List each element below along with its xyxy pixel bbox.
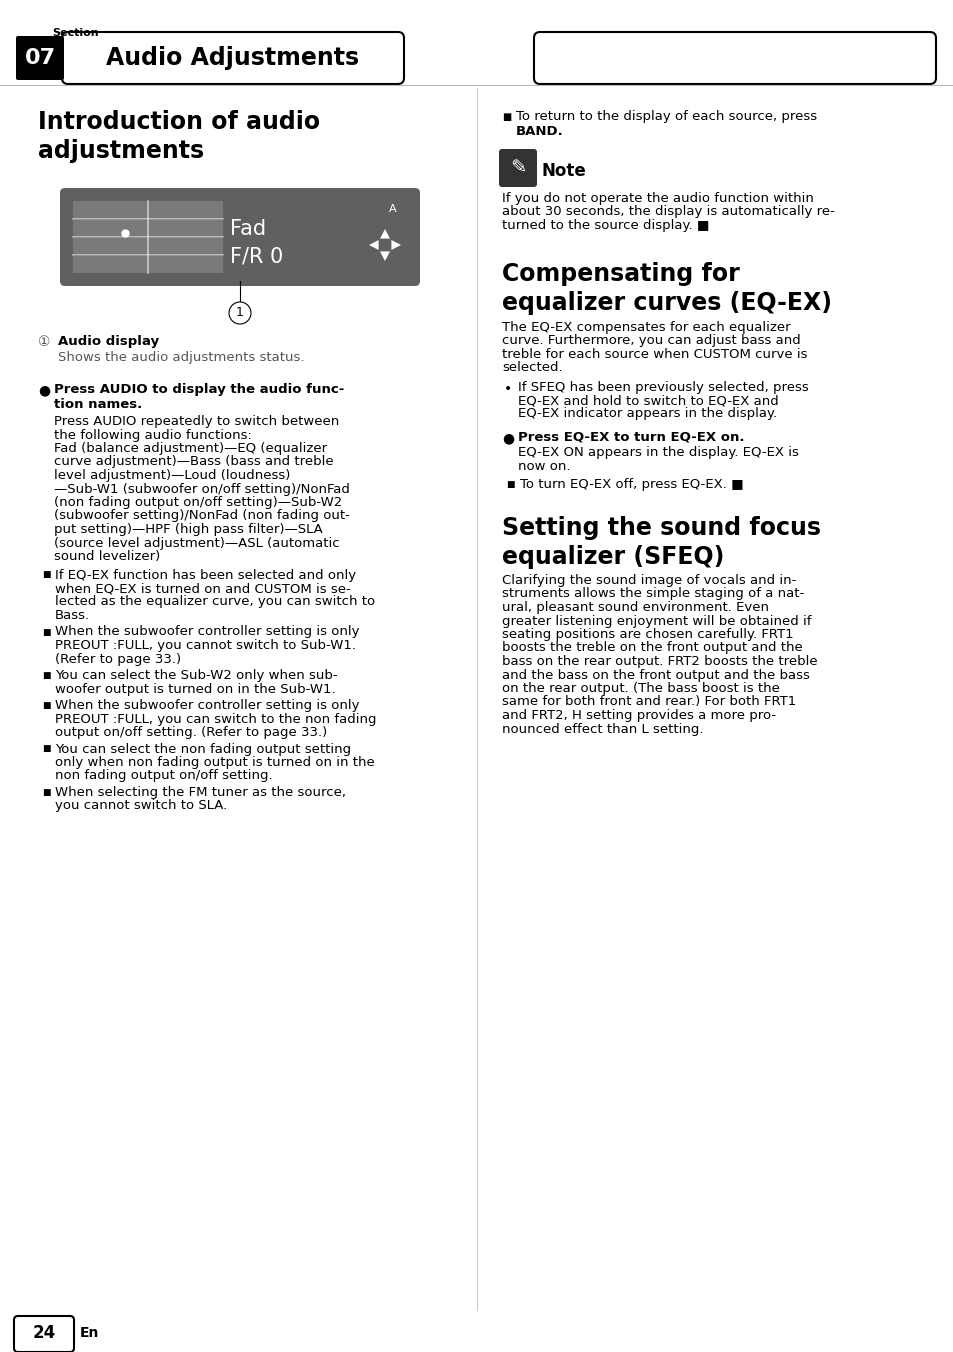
Text: When selecting the FM tuner as the source,: When selecting the FM tuner as the sourc… bbox=[55, 786, 346, 799]
Text: EQ-EX and hold to switch to EQ-EX and: EQ-EX and hold to switch to EQ-EX and bbox=[517, 393, 778, 407]
Text: Clarifying the sound image of vocals and in-: Clarifying the sound image of vocals and… bbox=[501, 575, 796, 587]
Text: BAND.: BAND. bbox=[516, 124, 563, 138]
Text: ■: ■ bbox=[505, 480, 514, 489]
Bar bbox=[73, 201, 223, 273]
Text: about 30 seconds, the display is automatically re-: about 30 seconds, the display is automat… bbox=[501, 206, 834, 219]
Text: —Sub-W1 (subwoofer on/off setting)/NonFad: —Sub-W1 (subwoofer on/off setting)/NonFa… bbox=[54, 483, 350, 495]
Text: output on/off setting. (Refer to page 33.): output on/off setting. (Refer to page 33… bbox=[55, 726, 327, 740]
FancyBboxPatch shape bbox=[62, 32, 403, 84]
Text: struments allows the simple staging of a nat-: struments allows the simple staging of a… bbox=[501, 588, 803, 600]
Text: Fad (balance adjustment)—EQ (equalizer: Fad (balance adjustment)—EQ (equalizer bbox=[54, 442, 327, 456]
Text: To return to the display of each source, press: To return to the display of each source,… bbox=[516, 110, 817, 123]
Text: If SFEQ has been previously selected, press: If SFEQ has been previously selected, pr… bbox=[517, 380, 808, 393]
Text: when EQ-EX is turned on and CUSTOM is se-: when EQ-EX is turned on and CUSTOM is se… bbox=[55, 581, 351, 595]
Text: 07: 07 bbox=[25, 49, 55, 68]
Text: seating positions are chosen carefully. FRT1: seating positions are chosen carefully. … bbox=[501, 627, 793, 641]
Text: ■: ■ bbox=[42, 571, 51, 580]
Text: (subwoofer setting)/NonFad (non fading out-: (subwoofer setting)/NonFad (non fading o… bbox=[54, 510, 350, 522]
Text: Press EQ-EX to turn EQ-EX on.: Press EQ-EX to turn EQ-EX on. bbox=[517, 431, 743, 443]
Text: If you do not operate the audio function within: If you do not operate the audio function… bbox=[501, 192, 813, 206]
Text: woofer output is turned on in the Sub-W1.: woofer output is turned on in the Sub-W1… bbox=[55, 683, 335, 695]
Text: on the rear output. (The bass boost is the: on the rear output. (The bass boost is t… bbox=[501, 681, 779, 695]
Text: sound levelizer): sound levelizer) bbox=[54, 550, 160, 562]
Text: boosts the treble on the front output and the: boosts the treble on the front output an… bbox=[501, 641, 801, 654]
Text: EQ-EX indicator appears in the display.: EQ-EX indicator appears in the display. bbox=[517, 407, 777, 420]
Polygon shape bbox=[369, 241, 378, 250]
Polygon shape bbox=[379, 251, 390, 261]
Polygon shape bbox=[391, 241, 400, 250]
Text: greater listening enjoyment will be obtained if: greater listening enjoyment will be obta… bbox=[501, 615, 811, 627]
Text: the following audio functions:: the following audio functions: bbox=[54, 429, 252, 442]
Text: and FRT2, H setting provides a more pro-: and FRT2, H setting provides a more pro- bbox=[501, 708, 776, 722]
Text: Setting the sound focus
equalizer (SFEQ): Setting the sound focus equalizer (SFEQ) bbox=[501, 516, 821, 569]
Text: ural, pleasant sound environment. Even: ural, pleasant sound environment. Even bbox=[501, 602, 768, 614]
Text: Note: Note bbox=[541, 162, 586, 180]
Text: When the subwoofer controller setting is only: When the subwoofer controller setting is… bbox=[55, 626, 359, 638]
Text: ■: ■ bbox=[501, 112, 511, 122]
Text: Fad: Fad bbox=[230, 219, 266, 239]
Text: and the bass on the front output and the bass: and the bass on the front output and the… bbox=[501, 668, 809, 681]
Text: treble for each source when CUSTOM curve is: treble for each source when CUSTOM curve… bbox=[501, 347, 806, 361]
Text: (source level adjustment)—ASL (automatic: (source level adjustment)—ASL (automatic bbox=[54, 537, 339, 549]
Text: EQ-EX ON appears in the display. EQ-EX is: EQ-EX ON appears in the display. EQ-EX i… bbox=[517, 446, 798, 458]
Text: turned to the source display. ■: turned to the source display. ■ bbox=[501, 219, 709, 233]
Text: When the subwoofer controller setting is only: When the subwoofer controller setting is… bbox=[55, 699, 359, 713]
Text: PREOUT :FULL, you cannot switch to Sub-W1.: PREOUT :FULL, you cannot switch to Sub-W… bbox=[55, 639, 355, 652]
Text: ■: ■ bbox=[42, 745, 51, 753]
FancyBboxPatch shape bbox=[498, 149, 537, 187]
FancyBboxPatch shape bbox=[16, 37, 64, 80]
Text: Audio Adjustments: Audio Adjustments bbox=[107, 46, 359, 70]
Text: ✎: ✎ bbox=[509, 158, 526, 177]
Text: ■: ■ bbox=[42, 788, 51, 796]
Text: Bass.: Bass. bbox=[55, 608, 90, 622]
Text: Audio display: Audio display bbox=[58, 335, 159, 347]
Text: ●: ● bbox=[38, 383, 51, 397]
Text: You can select the Sub-W2 only when sub-: You can select the Sub-W2 only when sub- bbox=[55, 669, 337, 681]
Text: 1: 1 bbox=[235, 307, 244, 319]
Text: ●: ● bbox=[501, 431, 514, 445]
Text: To turn EQ-EX off, press EQ-EX. ■: To turn EQ-EX off, press EQ-EX. ■ bbox=[519, 479, 742, 491]
Text: only when non fading output is turned on in the: only when non fading output is turned on… bbox=[55, 756, 375, 769]
Text: curve. Furthermore, you can adjust bass and: curve. Furthermore, you can adjust bass … bbox=[501, 334, 800, 347]
Text: ■: ■ bbox=[42, 671, 51, 680]
Text: A: A bbox=[389, 204, 396, 214]
Text: same for both front and rear.) For both FRT1: same for both front and rear.) For both … bbox=[501, 695, 796, 708]
Text: Press AUDIO to display the audio func-: Press AUDIO to display the audio func- bbox=[54, 383, 344, 396]
Text: tion names.: tion names. bbox=[54, 397, 142, 411]
Text: put setting)—HPF (high pass filter)—SLA: put setting)—HPF (high pass filter)—SLA bbox=[54, 523, 322, 535]
Polygon shape bbox=[379, 228, 390, 238]
Text: lected as the equalizer curve, you can switch to: lected as the equalizer curve, you can s… bbox=[55, 595, 375, 608]
Text: 24: 24 bbox=[32, 1324, 55, 1343]
FancyBboxPatch shape bbox=[60, 188, 419, 287]
Text: now on.: now on. bbox=[517, 460, 570, 472]
FancyBboxPatch shape bbox=[534, 32, 935, 84]
Text: Compensating for
equalizer curves (EQ-EX): Compensating for equalizer curves (EQ-EX… bbox=[501, 262, 831, 315]
Text: you cannot switch to SLA.: you cannot switch to SLA. bbox=[55, 799, 227, 813]
Text: En: En bbox=[80, 1326, 99, 1340]
Text: (non fading output on/off setting)—Sub-W2: (non fading output on/off setting)—Sub-W… bbox=[54, 496, 342, 508]
Text: Shows the audio adjustments status.: Shows the audio adjustments status. bbox=[58, 352, 304, 364]
Text: PREOUT :FULL, you can switch to the non fading: PREOUT :FULL, you can switch to the non … bbox=[55, 713, 376, 726]
FancyBboxPatch shape bbox=[14, 1315, 74, 1352]
Text: You can select the non fading output setting: You can select the non fading output set… bbox=[55, 742, 351, 756]
Text: •: • bbox=[503, 383, 512, 396]
Text: selected.: selected. bbox=[501, 361, 562, 375]
Text: Section: Section bbox=[52, 28, 98, 38]
Text: level adjustment)—Loud (loudness): level adjustment)—Loud (loudness) bbox=[54, 469, 290, 483]
Text: ①: ① bbox=[38, 335, 51, 349]
Text: (Refer to page 33.): (Refer to page 33.) bbox=[55, 653, 181, 665]
Text: non fading output on/off setting.: non fading output on/off setting. bbox=[55, 769, 273, 783]
Text: If EQ-EX function has been selected and only: If EQ-EX function has been selected and … bbox=[55, 568, 355, 581]
Text: F/R 0: F/R 0 bbox=[230, 246, 283, 266]
Circle shape bbox=[229, 301, 251, 324]
Text: ■: ■ bbox=[42, 627, 51, 637]
Text: Introduction of audio
adjustments: Introduction of audio adjustments bbox=[38, 110, 320, 162]
Text: The EQ-EX compensates for each equalizer: The EQ-EX compensates for each equalizer bbox=[501, 320, 790, 334]
Text: curve adjustment)—Bass (bass and treble: curve adjustment)—Bass (bass and treble bbox=[54, 456, 334, 469]
Text: ■: ■ bbox=[42, 700, 51, 710]
Text: nounced effect than L setting.: nounced effect than L setting. bbox=[501, 722, 702, 735]
Text: Press AUDIO repeatedly to switch between: Press AUDIO repeatedly to switch between bbox=[54, 415, 339, 429]
Text: bass on the rear output. FRT2 boosts the treble: bass on the rear output. FRT2 boosts the… bbox=[501, 654, 817, 668]
